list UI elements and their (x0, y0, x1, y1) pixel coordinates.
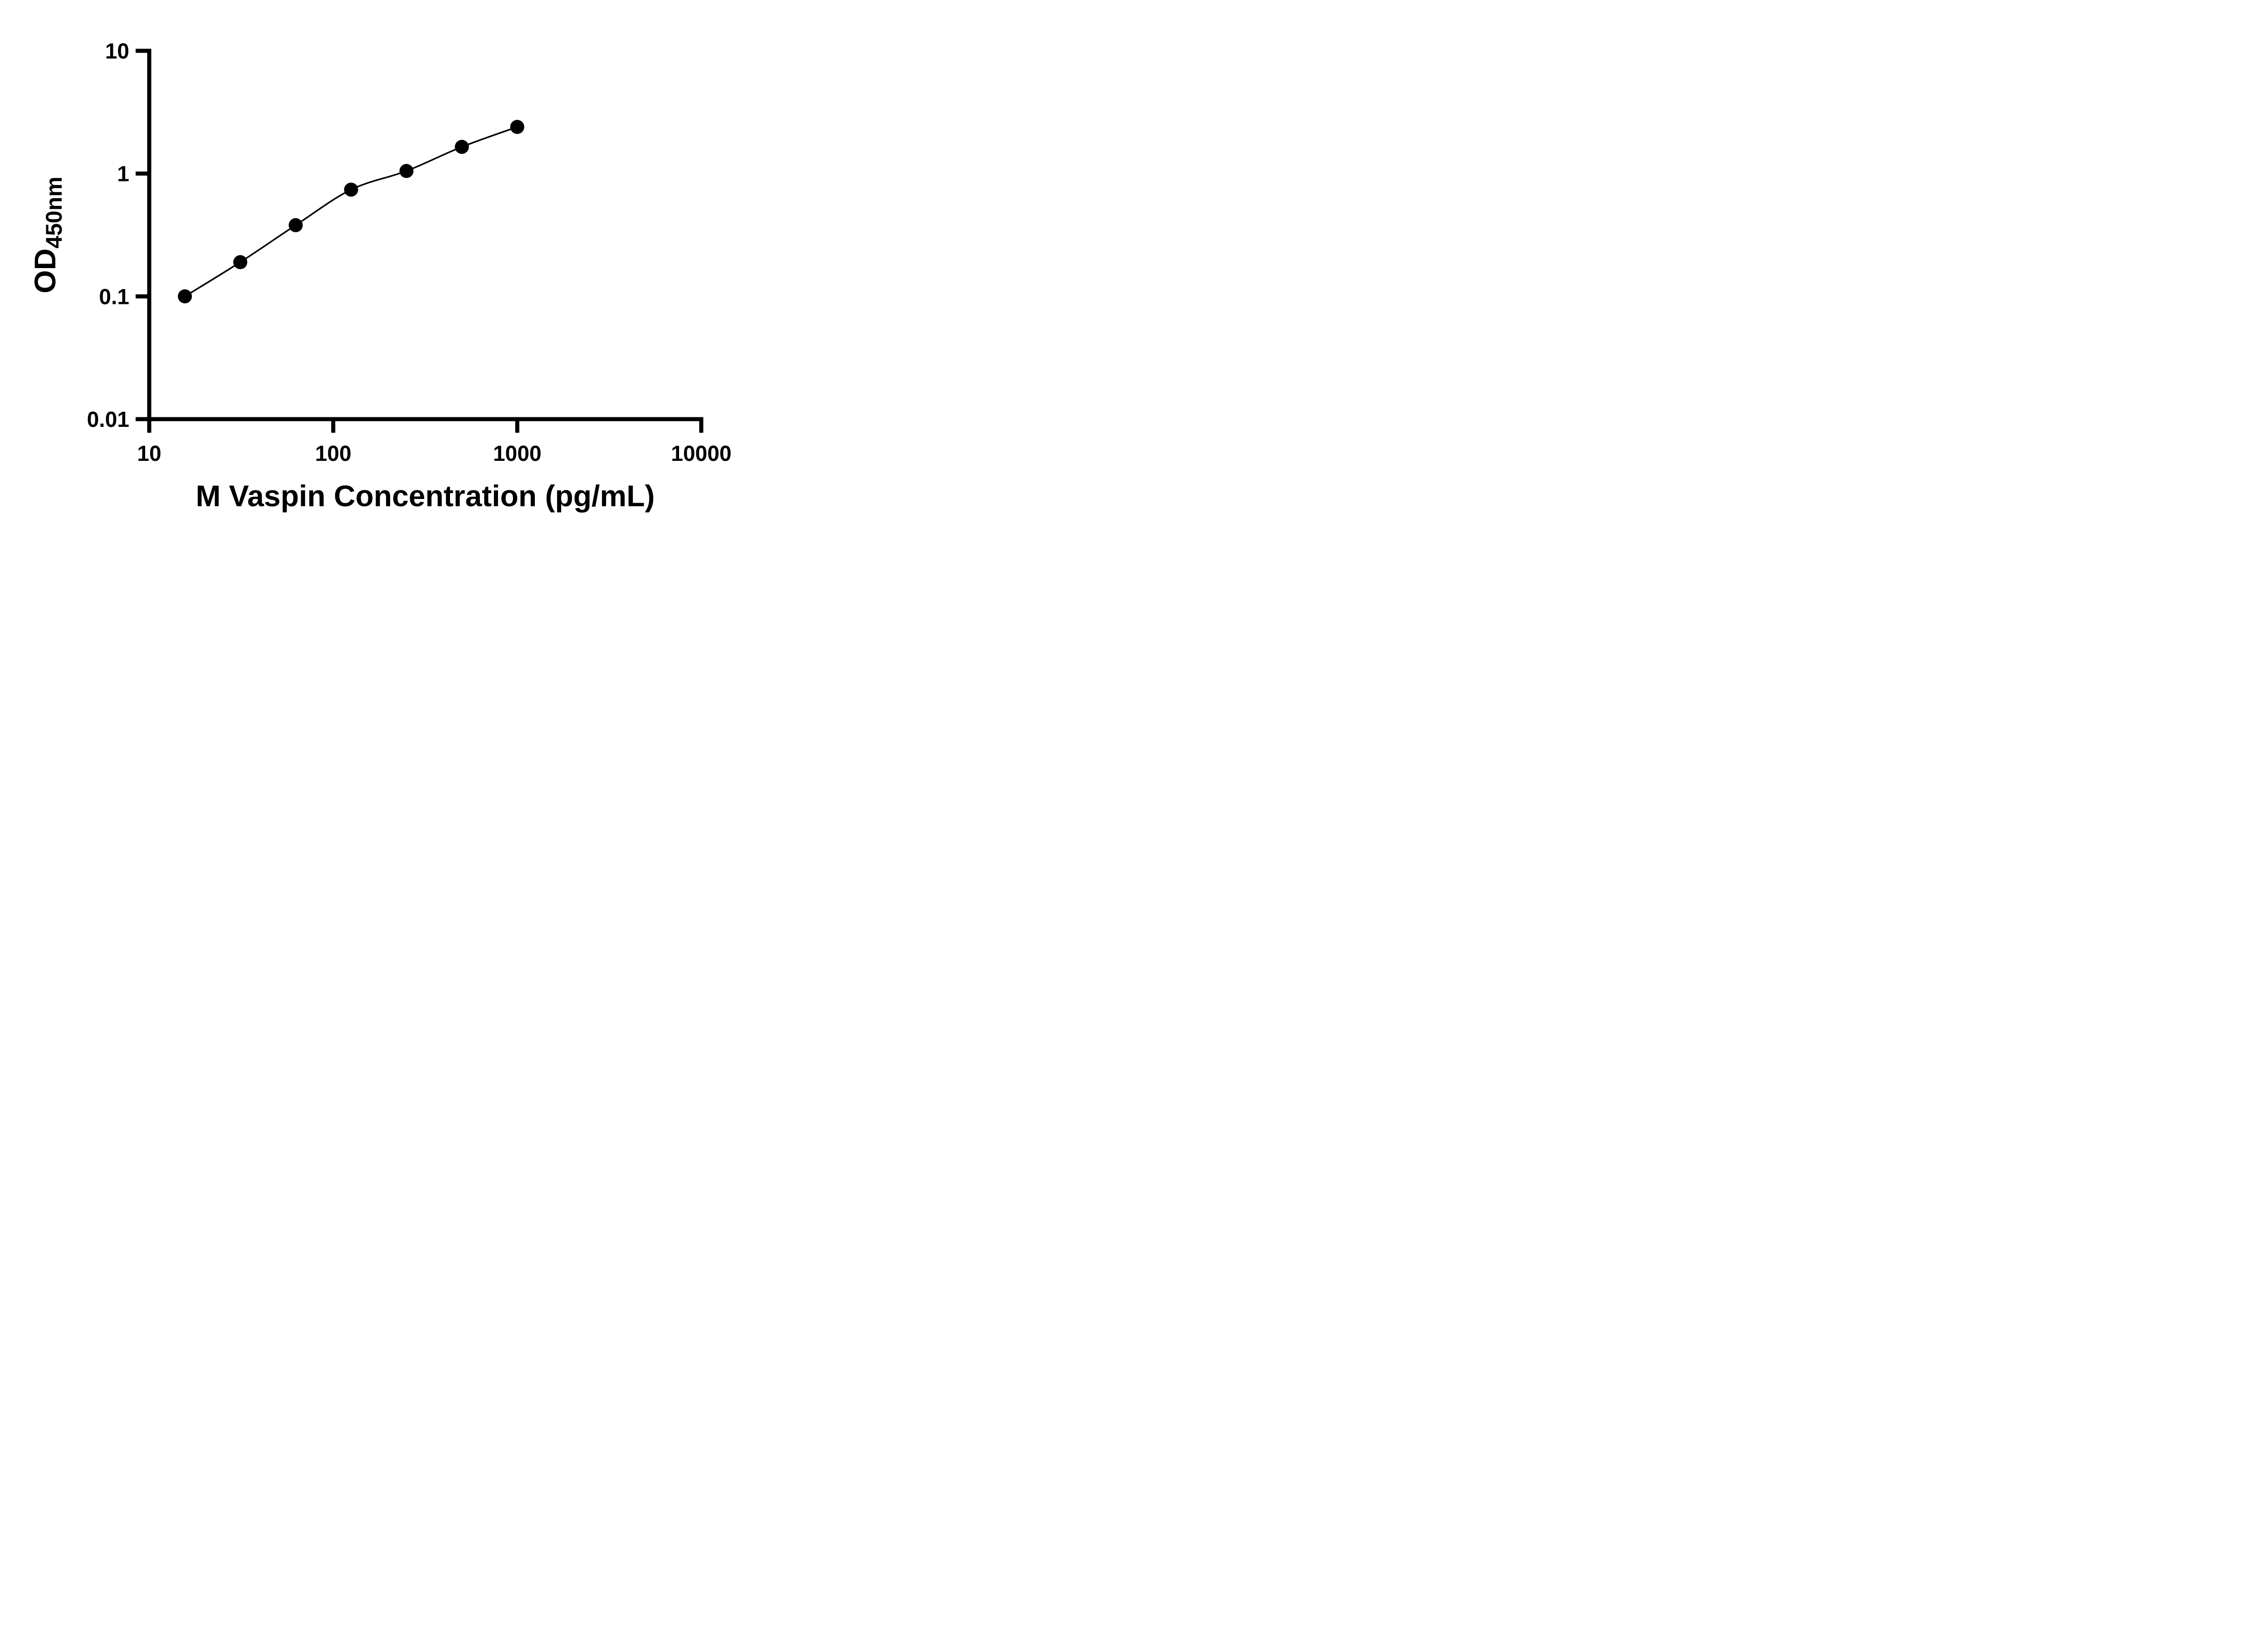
fit-curve (184, 126, 518, 297)
data-point-marker (510, 120, 524, 134)
data-point-marker (288, 218, 303, 232)
x-tick-label: 10 (137, 442, 161, 466)
x-tick-label: 1000 (493, 442, 542, 466)
y-axis-title: OD450nm (28, 176, 67, 293)
x-tick-label: 10000 (671, 442, 731, 466)
data-point-marker (233, 255, 248, 269)
data-point-marker (455, 140, 469, 154)
y-axis-title-subscript: 450nm (41, 176, 67, 248)
data-point-marker (399, 164, 414, 178)
x-axis-title: M Vaspin Concentration (pg/mL) (196, 479, 655, 513)
y-axis-title-main: OD (28, 249, 62, 293)
y-tick-label: 1 (117, 162, 129, 186)
x-tick-label: 100 (315, 442, 352, 466)
y-tick-label: 10 (105, 39, 129, 64)
data-point-marker (178, 289, 192, 303)
y-tick-label: 0.1 (99, 285, 129, 309)
data-point-marker (344, 182, 358, 197)
chart-canvas: 0.01 0.1 1 10 10 100 1000 10000 M Vaspin Concent… (28, 39, 732, 513)
y-tick-label: 0.01 (87, 408, 129, 432)
elisa-standard-curve-figure: 0.01 0.1 1 10 10 100 1000 10000 M Vaspin Concent… (0, 0, 776, 544)
